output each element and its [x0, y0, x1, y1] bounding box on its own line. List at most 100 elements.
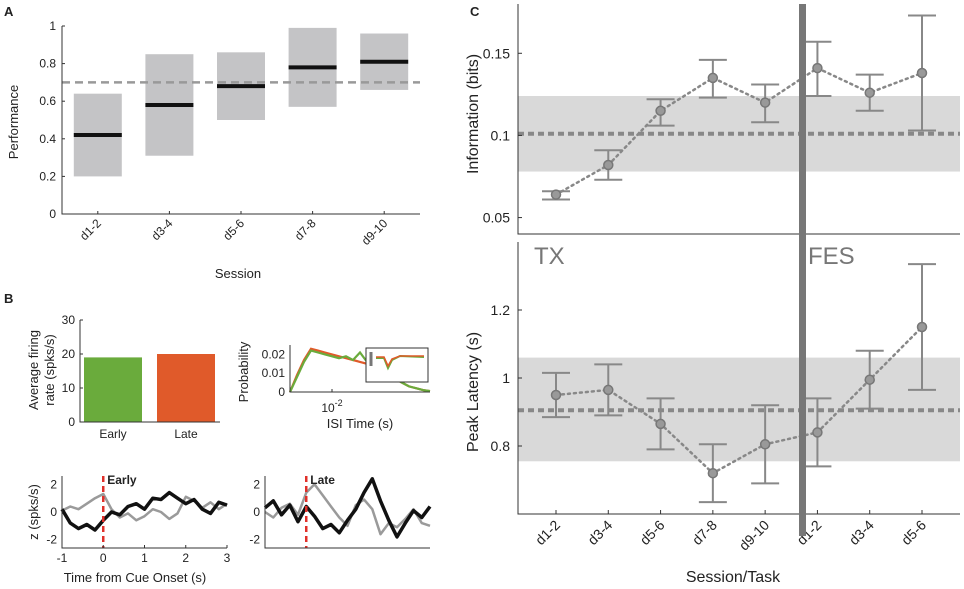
point-5: [812, 62, 823, 74]
xtick-1: 1: [141, 551, 148, 565]
ytick-0: 0: [50, 505, 57, 519]
xtick-2: 2: [182, 551, 189, 565]
panel-c-information-chart: Information (bits) 0.05 0.1 0.15: [465, 4, 960, 235]
ytick-0.8: 0.8: [39, 57, 56, 71]
axes: [517, 242, 960, 515]
panel-b-isi-ylabel: Probability: [236, 341, 251, 402]
point-2: [655, 105, 666, 117]
xtick-d3-4: d3-4: [149, 216, 176, 243]
ytick-2: 2: [50, 477, 57, 491]
bar-early: [84, 357, 142, 422]
xtick-3: d7-8: [689, 517, 720, 548]
ytick-20: 20: [62, 347, 76, 361]
group-label-tx: TX: [534, 243, 565, 270]
xtick-0: 0: [100, 551, 107, 565]
ytick-0.02: 0.02: [262, 347, 286, 361]
point-2: [655, 418, 666, 430]
panel-label-a: A: [4, 4, 14, 19]
ytick-1: 1: [502, 370, 510, 386]
panel-b-late-chart: Late -2 0 2: [249, 473, 432, 549]
panel-c-latency-chart: Peak Latency (s) Session/Task d1-2 d3-4 d5…: [465, 242, 960, 586]
cue-annotation: Late: [310, 473, 335, 487]
panel-b-isi-xtick: 10-2: [321, 398, 342, 415]
point-6: [864, 87, 875, 98]
point-0: [550, 189, 562, 200]
point-4: [759, 97, 771, 108]
xtick-d7-8: d7-8: [292, 216, 319, 243]
point-3: [707, 467, 719, 479]
panel-b-early-chart: Time from Cue Onset (s) z (spks/s) Early…: [26, 473, 231, 585]
trend-line: [554, 325, 924, 475]
ytick-0.05: 0.05: [483, 210, 510, 226]
ytick-0.15: 0.15: [483, 45, 510, 61]
panel-label-c: C: [470, 4, 480, 19]
axes: [264, 476, 430, 549]
panel-c-info-ylabel: Information (bits): [465, 54, 482, 174]
xtick-1: d3-4: [584, 517, 615, 548]
panel-c-xlabel: Session/Task: [686, 569, 781, 586]
ytick--2: -2: [249, 533, 260, 547]
ytick-0.2: 0.2: [39, 169, 56, 183]
trace-gray: [264, 483, 431, 536]
bar-late: [157, 354, 215, 422]
panel-c-latency-ylabel: Peak Latency (s): [465, 332, 482, 452]
point-1: [603, 384, 614, 396]
axes: [289, 345, 430, 393]
xtick-4: d9-10: [736, 517, 773, 554]
panel-b-early-xlabel: Time from Cue Onset (s): [64, 570, 207, 585]
xtick-d9-10: d9-10: [359, 216, 391, 248]
xtick--1: -1: [57, 551, 68, 565]
ytick-0: 0: [49, 207, 56, 221]
ytick-10: 10: [62, 381, 76, 395]
panel-a-ylabel: Performance: [6, 85, 21, 159]
point-4: [759, 439, 771, 450]
point-7: [916, 321, 928, 333]
inset-box: [365, 347, 429, 383]
xtick-6: d3-4: [846, 517, 877, 548]
ytick-0: 0: [68, 415, 75, 429]
group-label-fes: FES: [808, 243, 855, 270]
panel-b-early-ylabel: z (spks/s): [26, 484, 41, 540]
panel-a-xlabel: Session: [215, 266, 261, 281]
inset-waveform-late: [376, 355, 424, 368]
xtick-0: d1-2: [532, 517, 563, 548]
point-5: [812, 427, 823, 438]
tx-fes-divider: [799, 4, 806, 536]
ytick-0.6: 0.6: [39, 94, 56, 108]
axes: [61, 476, 227, 549]
panel-b-bar-ylabel-line2: rate (spks/s): [42, 334, 57, 406]
ytick--2: -2: [46, 533, 57, 547]
panel-b-bar-chart: Average firing rate (spks/s) Early Late 0 1…: [26, 313, 220, 441]
ytick-0.4: 0.4: [39, 132, 56, 146]
panel-b-isi-xlabel: ISI Time (s): [327, 416, 393, 431]
panel-a-chart: Session Performance d1-2 d3-4 d5-6 d7-8 d9-1…: [6, 19, 420, 281]
panel-b-isi-chart: ISI Time (s) Probability 10-2 0 0.01 0.02: [236, 341, 431, 431]
ytick-0.01: 0.01: [262, 366, 286, 380]
ytick-1: 1: [49, 19, 56, 33]
panel-c-divider: TX FES: [534, 4, 855, 536]
point-3: [707, 72, 719, 84]
xtick-7: d5-6: [898, 517, 929, 548]
ytick-0.8: 0.8: [491, 438, 511, 454]
trend-line: [554, 66, 924, 196]
point-7: [916, 67, 928, 79]
point-0: [550, 389, 562, 401]
cue-annotation: Early: [107, 473, 137, 487]
ytick-0: 0: [253, 505, 260, 519]
xtick-early: Early: [99, 427, 126, 441]
xtick-3: 3: [224, 551, 231, 565]
ytick-0: 0: [278, 385, 285, 399]
panel-b-bar-ylabel-line1: Average firing: [26, 330, 41, 410]
axes: [517, 4, 960, 235]
xtick-d1-2: d1-2: [77, 216, 104, 243]
trace-dark: [60, 490, 228, 532]
point-6: [864, 374, 875, 385]
ytick-0.1: 0.1: [491, 127, 511, 143]
point-1: [603, 159, 614, 171]
ytick-2: 2: [253, 477, 260, 491]
series-early: [289, 349, 431, 393]
trace-dark: [263, 477, 432, 539]
ytick-1.2: 1.2: [491, 302, 511, 318]
ytick-30: 30: [62, 313, 76, 327]
